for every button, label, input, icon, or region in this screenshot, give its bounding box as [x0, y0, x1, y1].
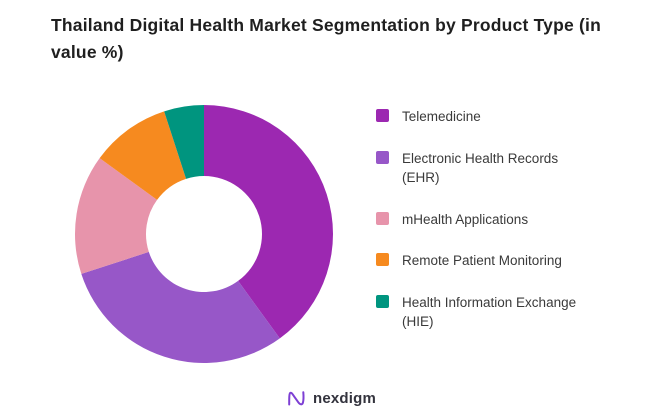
brand-name: nexdigm [312, 389, 377, 407]
legend-swatch [376, 150, 389, 164]
nexdigm-logo-icon [288, 391, 305, 406]
legend-item: mHealth Applications [376, 210, 582, 230]
legend-item: Telemedicine [376, 107, 582, 127]
legend-swatch [376, 253, 389, 267]
legend-label: Electronic Health Records (EHR) [402, 150, 559, 186]
legend-item: Health Information Exchange (HIE) [376, 293, 582, 332]
donut-slice [99, 111, 187, 200]
legend-item: Electronic Health Records (EHR) [376, 149, 582, 188]
legend-label: Health Information Exchange (HIE) [402, 294, 577, 330]
chart-title: Thailand Digital Health Market Segmentat… [51, 15, 601, 63]
legend-swatch [376, 211, 389, 225]
donut-slice [81, 251, 280, 364]
donut-chart [75, 105, 333, 364]
legend-item: Remote Patient Monitoring [376, 251, 582, 271]
legend-label: Remote Patient Monitoring [402, 253, 562, 269]
donut-chart-area [74, 104, 334, 364]
brand-footer: nexdigm [0, 385, 662, 411]
chart-legend: Telemedicine Electronic Health Records (… [376, 107, 582, 332]
donut-slice [204, 105, 333, 339]
legend-swatch [376, 109, 389, 122]
nexdigm-logo-path [288, 391, 305, 406]
donut-slice [75, 158, 158, 274]
donut-slice [164, 105, 204, 179]
legend-label: Telemedicine [402, 109, 481, 124]
legend-label: mHealth Applications [402, 211, 529, 227]
legend-swatch [376, 294, 389, 308]
